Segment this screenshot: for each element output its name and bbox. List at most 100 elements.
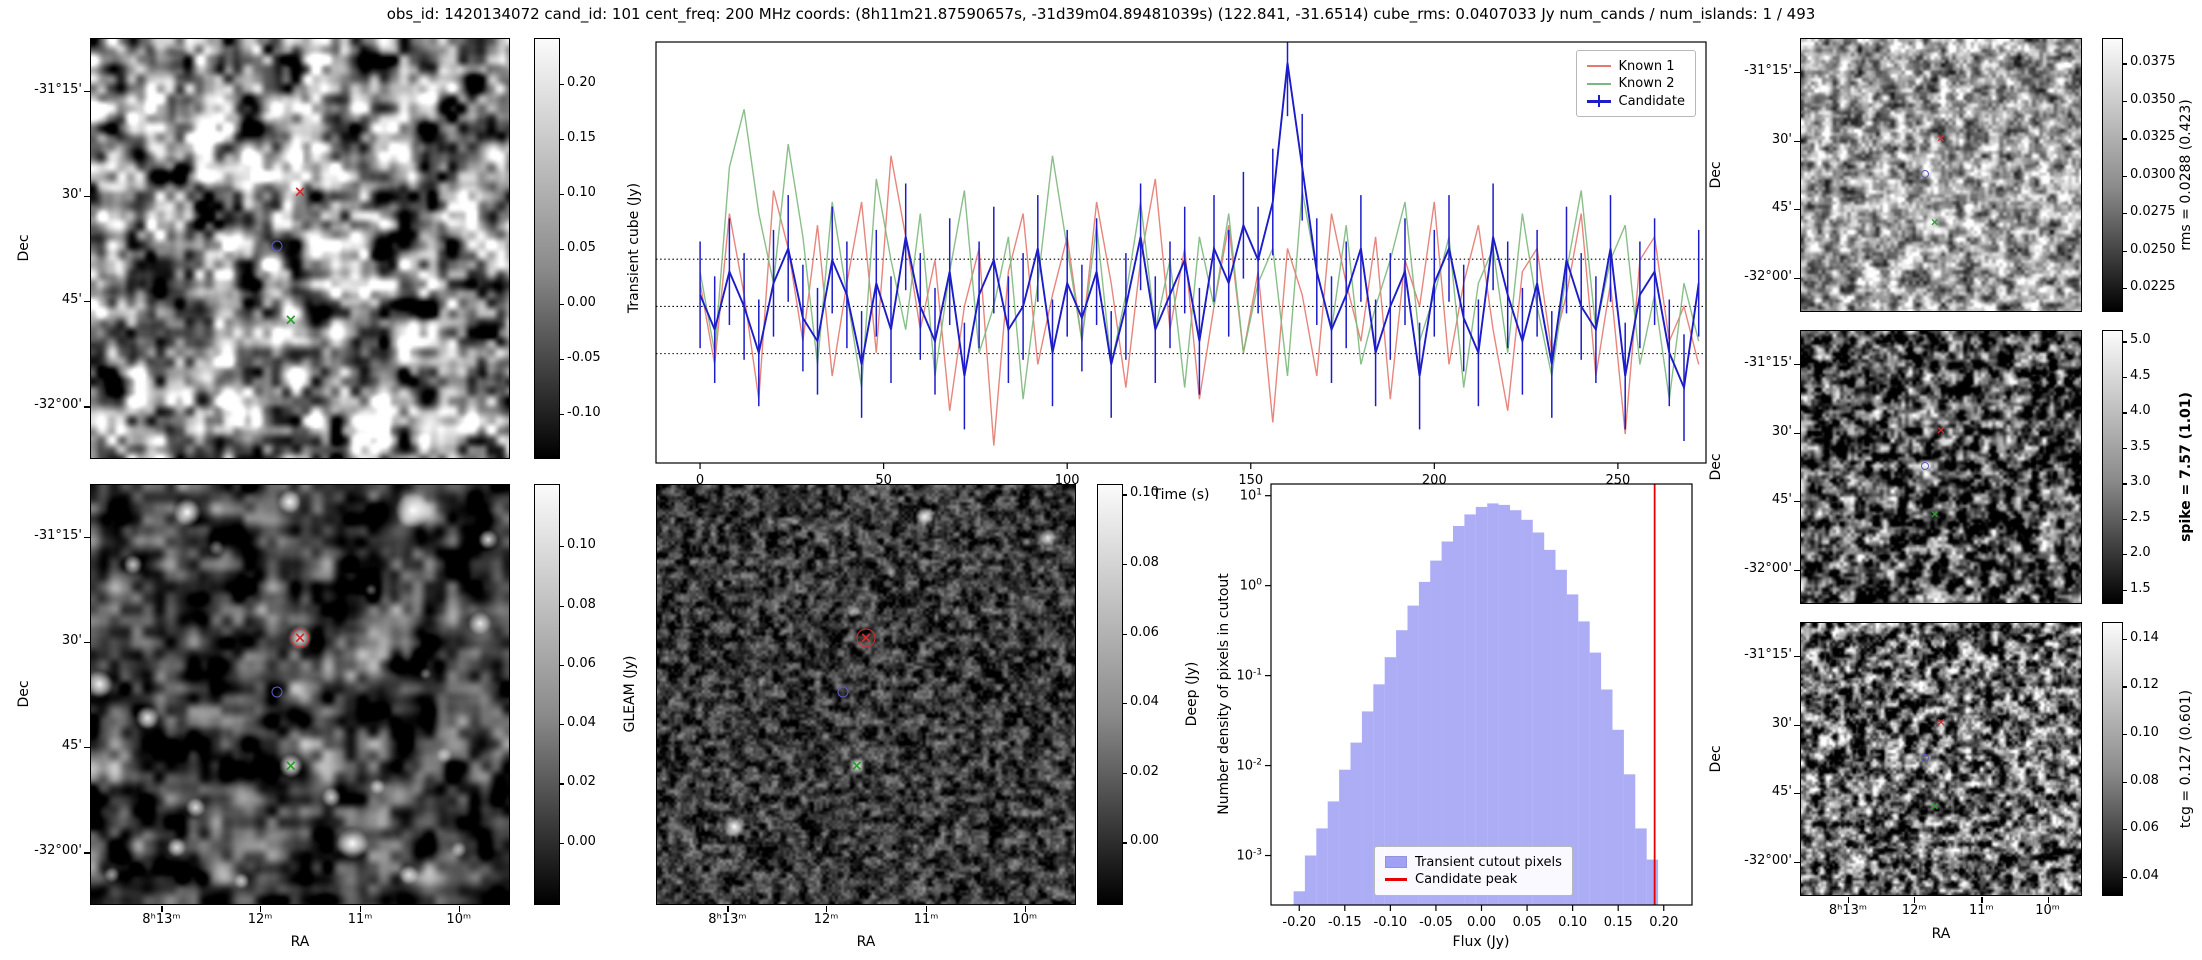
tcg-colorbar-tick	[2123, 829, 2127, 831]
tcg-colorbar-label: tcg = 0.127 (0.601)	[2178, 689, 2194, 829]
legend-entry-candidate: Candidate	[1586, 94, 1685, 109]
dec-tick	[84, 301, 90, 303]
deep-colorbar-tick-label: 0.02	[1130, 763, 1159, 779]
ra-tick-label: 11ᵐ	[1968, 903, 1994, 918]
tcg-colorbar-tick-label: 0.08	[2130, 772, 2159, 788]
transient-colorbar-tick-label: 0.20	[567, 75, 596, 91]
svg-text:0.00: 0.00	[1467, 915, 1496, 930]
rms-colorbar	[2102, 38, 2123, 312]
spike-colorbar-tick	[2123, 341, 2127, 343]
spike-colorbar-tick	[2123, 589, 2127, 591]
rms-colorbar-tick	[2123, 175, 2127, 177]
candidate-marker	[271, 240, 283, 252]
dec-tick-label: 30'	[61, 186, 82, 202]
deep-colorbar-tick-label: 0.08	[1130, 555, 1159, 571]
transient-colorbar-tick	[560, 139, 564, 141]
known-source-1-marker: ×	[1936, 131, 1946, 145]
transient-colorbar	[534, 38, 560, 459]
spike-colorbar-tick-label: 2.5	[2130, 509, 2151, 525]
spike-colorbar-tick-label: 4.5	[2130, 367, 2151, 383]
candidate-marker	[1921, 169, 1930, 178]
dec-tick	[1794, 793, 1800, 795]
svg-text:0.15: 0.15	[1604, 915, 1633, 930]
rms-colorbar-tick-label: 0.0275	[2130, 204, 2176, 220]
ra-tick	[161, 906, 163, 912]
rms-colorbar-tick	[2123, 138, 2127, 140]
svg-text:10-2: 10-2	[1236, 758, 1262, 774]
ra-tick	[727, 906, 729, 912]
dec-tick-label: -31°15'	[34, 527, 82, 543]
ra-tick-label: 10ᵐ	[2035, 903, 2060, 918]
gleam-colorbar-tick-label: 0.02	[567, 774, 596, 790]
dec-tick-label: 45'	[61, 738, 82, 754]
dec-tick-label: -32°00'	[34, 397, 82, 413]
ra-tick	[1981, 897, 1983, 903]
rms-colorbar-tick	[2123, 100, 2127, 103]
rms-colorbar-tick-label: 0.0325	[2130, 129, 2176, 145]
dec-tick-label: 30'	[1771, 715, 1792, 731]
deep-colorbar-tick-label: 0.06	[1130, 624, 1159, 640]
dec-tick	[84, 852, 90, 854]
tcg-colorbar-tick	[2123, 781, 2127, 783]
ra-tick-label: 10ᵐ	[1012, 912, 1038, 927]
gleam-colorbar-tick-label: 0.10	[567, 537, 596, 553]
deep-colorbar-tick-label: 0.10	[1130, 485, 1159, 501]
rms-colorbar-tick-label: 0.0300	[2130, 166, 2176, 182]
gleam-colorbar-tick	[560, 842, 564, 844]
ra-tick	[926, 906, 928, 912]
ra-tick-label: 8ʰ13ᵐ	[142, 912, 181, 927]
ra-tick-label: 12ᵐ	[813, 912, 839, 927]
spike-colorbar-tick	[2123, 447, 2127, 450]
transient-colorbar-tick	[560, 194, 564, 196]
deep-colorbar-tick	[1123, 772, 1127, 774]
spike-colorbar-tick	[2123, 376, 2127, 379]
legend-entry-transient-cutout-pixels: Transient cutout pixels	[1385, 855, 1562, 870]
known-source-2-marker: ×	[1930, 507, 1940, 521]
spike-colorbar-tick	[2123, 412, 2127, 414]
gleam-cutout-panel	[90, 484, 510, 905]
gleam-colorbar-tick-label: 0.00	[567, 833, 596, 849]
ra-tick	[2047, 897, 2049, 903]
legend-swatch	[1586, 60, 1611, 72]
dec-axis-label: Dec	[1708, 161, 1724, 189]
spike-colorbar-tick	[2123, 554, 2127, 556]
dec-tick-label: 30'	[1771, 131, 1792, 147]
transient-colorbar-tick	[560, 304, 564, 306]
gleam-colorbar-tick	[560, 724, 564, 726]
dec-tick	[1794, 656, 1800, 658]
tcg-colorbar-tick	[2123, 876, 2127, 879]
dec-tick-label: 45'	[1771, 492, 1792, 508]
ra-tick-label: 12ᵐ	[1901, 903, 1927, 918]
dec-axis-label: Dec	[16, 680, 32, 708]
svg-text:50: 50	[875, 473, 892, 488]
known-source-1-marker: ×	[1936, 715, 1946, 729]
transient-colorbar-tick-label: -0.05	[567, 349, 601, 365]
rms-colorbar-label: rms = 0.0288 (0.423)	[2178, 99, 2194, 251]
known-source-2-marker: ×	[1930, 215, 1940, 229]
lightcurve-x-axis-label: Time (s)	[1152, 487, 1210, 503]
spike-colorbar-tick-label: 1.5	[2130, 580, 2151, 596]
dec-tick	[84, 747, 90, 749]
transient-colorbar-tick	[560, 249, 564, 251]
candidate-marker	[837, 686, 849, 698]
gleam-colorbar	[534, 484, 560, 905]
legend-label: Known 2	[1618, 76, 1675, 91]
rms-colorbar-tick-label: 0.0375	[2130, 54, 2176, 70]
dec-tick-label: 45'	[1771, 200, 1792, 216]
deep-colorbar-tick	[1123, 842, 1127, 844]
gleam-colorbar-tick	[560, 605, 564, 607]
spike-colorbar-tick-label: 5.0	[2130, 332, 2151, 348]
svg-text:10-3: 10-3	[1236, 848, 1262, 864]
svg-text:0: 0	[696, 473, 704, 488]
transient-colorbar-tick-label: 0.15	[567, 130, 596, 146]
transient-cutout-panel	[90, 38, 510, 459]
dec-axis-label: Dec	[1708, 745, 1724, 773]
tcg-colorbar-tick-label: 0.10	[2130, 724, 2159, 740]
legend-label: Known 1	[1618, 58, 1675, 74]
deep-colorbar-tick-label: 0.04	[1130, 694, 1159, 710]
tcg-colorbar-tick	[2123, 638, 2127, 640]
tcg-colorbar-tick	[2123, 733, 2127, 736]
tcg-colorbar-tick-label: 0.14	[2130, 629, 2159, 645]
dec-tick	[84, 90, 90, 92]
